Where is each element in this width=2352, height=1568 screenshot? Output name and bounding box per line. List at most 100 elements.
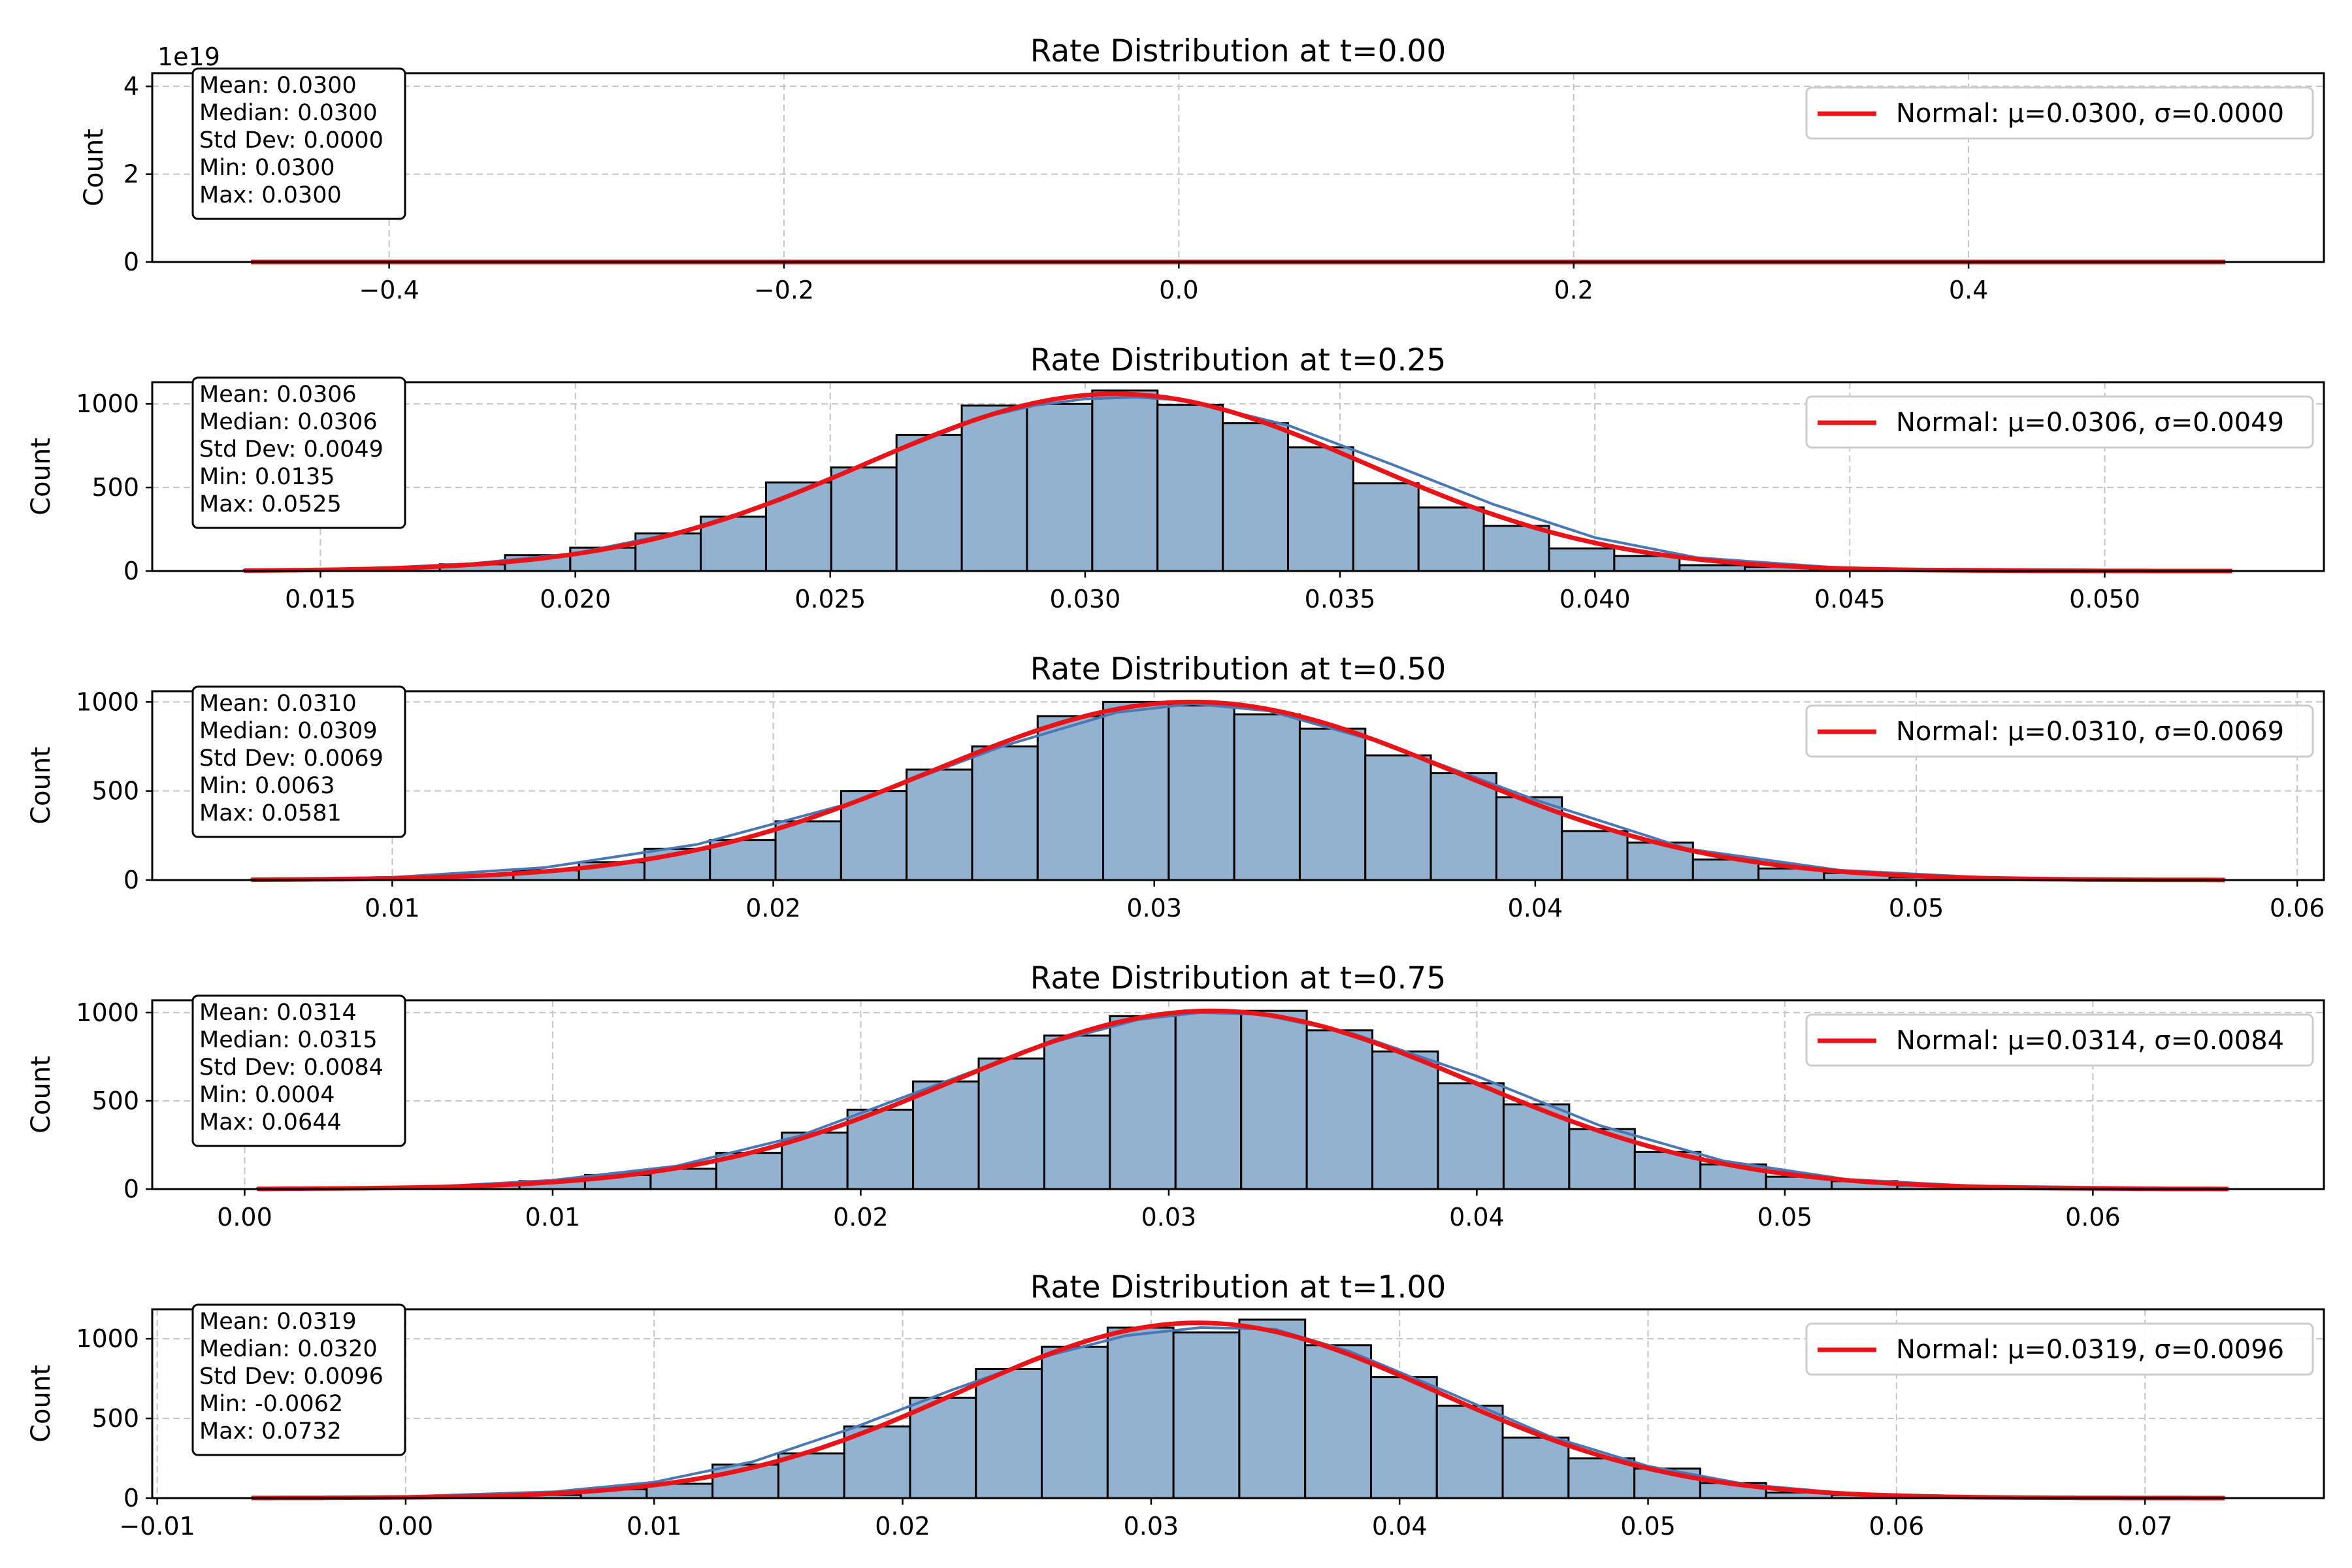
histogram-bar xyxy=(1041,1345,1109,1499)
x-tick-label: 0.020 xyxy=(540,585,611,613)
histogram-bar xyxy=(1561,830,1629,881)
stats-box-frame xyxy=(191,376,406,529)
x-axis: 0.00 0.01 0.02 0.03 0.04 0.05 0.06 xyxy=(217,1189,2121,1232)
stats-line: Mean: 0.0319 xyxy=(199,1309,357,1335)
histogram-bar xyxy=(912,1080,980,1190)
x-tick-label: 0.4 xyxy=(1949,276,1988,304)
legend: Normal: μ=0.0300, σ=0.0000 xyxy=(1805,86,2314,140)
x-tick-label: 0.02 xyxy=(875,1512,930,1541)
histogram-bar xyxy=(1501,1436,1570,1499)
stats-line: Median: 0.0315 xyxy=(199,1027,378,1053)
stats-line: Min: 0.0004 xyxy=(199,1082,335,1108)
histogram-bar xyxy=(830,466,898,572)
x-axis: −0.01 0.00 0.01 0.02 0.03 0.04 0.05 0.06 0.07 xyxy=(119,1498,2172,1541)
x-tick-label: 0.06 xyxy=(2065,1203,2121,1232)
histogram-bar xyxy=(1238,1318,1307,1499)
y-axis-label: Count xyxy=(26,438,56,515)
legend-frame xyxy=(1805,1322,2314,1376)
histogram-bar xyxy=(1106,1326,1175,1499)
legend-frame xyxy=(1805,1013,2314,1067)
x-tick-label: 0.04 xyxy=(1372,1512,1428,1541)
stats-box-frame xyxy=(191,994,406,1147)
histogram-bar xyxy=(895,434,963,572)
y-tick-label: 2 xyxy=(123,160,139,189)
x-tick-label: 0.015 xyxy=(285,585,356,613)
x-tick-label: 0.02 xyxy=(745,894,801,923)
chart-title: Rate Distribution at t=0.25 xyxy=(1030,342,1446,378)
stats-line: Std Dev: 0.0069 xyxy=(199,745,384,772)
histogram-bar xyxy=(1036,715,1105,881)
histogram-bar xyxy=(1352,482,1420,572)
y-tick-label: 0 xyxy=(123,866,139,894)
y-tick-label: 4 xyxy=(123,72,139,101)
x-tick-label: −0.01 xyxy=(119,1512,195,1541)
histogram-bar xyxy=(906,768,973,881)
x-axis: −0.4 −0.2 0.0 0.2 0.4 xyxy=(359,262,1988,304)
histogram-bar xyxy=(1371,1050,1439,1190)
x-tick-label: 0.025 xyxy=(794,585,866,613)
histogram-bar xyxy=(1026,402,1094,572)
histogram-bar xyxy=(1043,1034,1111,1190)
histogram-bar xyxy=(1222,422,1289,572)
y-axis-label: Count xyxy=(26,747,56,825)
chart-title: Rate Distribution at t=0.75 xyxy=(1030,960,1446,996)
normal-fit-curve xyxy=(244,391,2232,574)
x-tick-label: 0.03 xyxy=(1124,1512,1179,1541)
legend-label: Normal: μ=0.0306, σ=0.0049 xyxy=(1896,408,2284,438)
histogram-bar xyxy=(977,1057,1045,1190)
x-tick-label: 0.05 xyxy=(1620,1512,1676,1541)
y-axis-label: Count xyxy=(79,129,109,206)
y-tick-label: 500 xyxy=(91,473,139,502)
y-axis: 0 500 1000 xyxy=(76,998,152,1203)
axes-frame xyxy=(151,1308,2325,1499)
normal-fit-curve xyxy=(257,1008,2229,1192)
histogram-bar xyxy=(975,1367,1043,1499)
y-axis-label: Count xyxy=(26,1365,56,1443)
chart-title: Rate Distribution at t=0.00 xyxy=(1030,33,1446,69)
stats-line: Max: 0.0525 xyxy=(199,491,342,517)
histogram-bar xyxy=(774,820,842,881)
y-tick-label: 1000 xyxy=(76,389,139,418)
normal-fit-curve xyxy=(251,699,2225,883)
stats-box-frame xyxy=(191,1303,406,1456)
y-offset-text: 1e19 xyxy=(157,42,220,71)
x-tick-label: 0.00 xyxy=(217,1203,272,1232)
legend: Normal: μ=0.0319, σ=0.0096 xyxy=(1805,1322,2314,1376)
histogram-bar xyxy=(764,481,832,572)
x-axis: 0.01 0.02 0.03 0.04 0.05 0.06 xyxy=(365,880,2325,923)
stats-line: Mean: 0.0314 xyxy=(199,1000,357,1026)
histogram-bar xyxy=(1613,555,1681,572)
stats-line: Std Dev: 0.0096 xyxy=(199,1364,384,1390)
histogram-bar xyxy=(1172,1331,1241,1499)
y-axis: 0 500 1000 xyxy=(76,1324,152,1512)
histogram-bar xyxy=(1364,754,1432,881)
stats-line: Median: 0.0309 xyxy=(199,718,378,744)
histogram-bar xyxy=(1305,1029,1374,1190)
x-tick-label: 0.03 xyxy=(1141,1203,1197,1232)
stats-line: Median: 0.0320 xyxy=(199,1336,378,1362)
axes-frame xyxy=(151,381,2325,572)
histogram-bar xyxy=(1298,727,1367,881)
x-tick-label: 0.01 xyxy=(627,1512,682,1541)
legend: Normal: μ=0.0310, σ=0.0069 xyxy=(1805,704,2314,758)
normal-fit-curve xyxy=(252,1320,2225,1501)
axes-frame xyxy=(151,690,2325,881)
axes-frame xyxy=(151,999,2325,1190)
x-tick-label: −0.4 xyxy=(359,276,419,304)
stats-line: Max: 0.0300 xyxy=(199,182,342,208)
x-tick-label: 0.050 xyxy=(2069,585,2140,613)
stats-line: Max: 0.0644 xyxy=(199,1109,342,1135)
y-tick-label: 500 xyxy=(91,1404,139,1433)
stats-line: Mean: 0.0300 xyxy=(199,73,357,99)
histogram-bar xyxy=(1233,713,1301,881)
legend-frame xyxy=(1805,395,2314,449)
y-tick-label: 0 xyxy=(123,557,139,585)
y-tick-label: 0 xyxy=(123,1175,139,1203)
stats-line: Max: 0.0581 xyxy=(199,800,342,826)
x-tick-label: 0.04 xyxy=(1449,1203,1505,1232)
y-tick-label: 1000 xyxy=(76,687,139,716)
x-tick-label: 0.040 xyxy=(1560,585,1631,613)
